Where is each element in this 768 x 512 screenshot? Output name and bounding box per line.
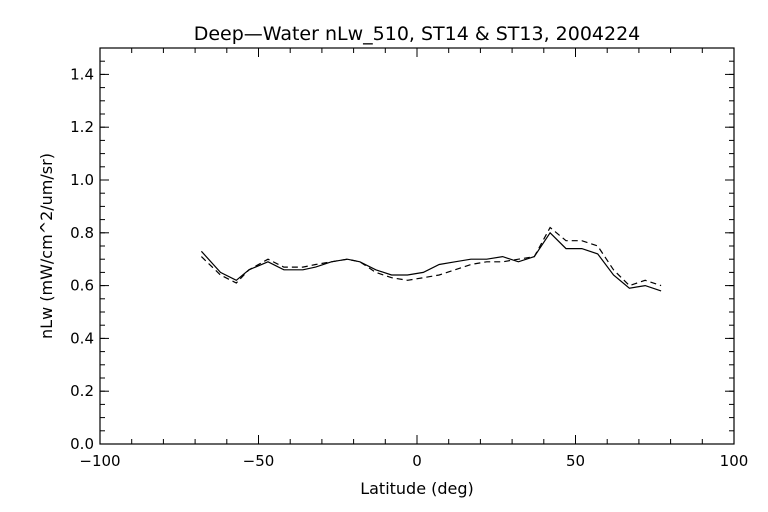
y-tick-label: 0.8	[70, 224, 94, 242]
x-axis: −100 −50 0 50 100	[79, 48, 748, 470]
series-layer	[200, 226, 662, 292]
x-tick-label: 0	[412, 452, 422, 470]
y-tick-label: 0.2	[70, 382, 94, 400]
x-axis-label: Latitude (deg)	[360, 479, 474, 498]
x-tick-label: 100	[720, 452, 749, 470]
y-tick-label: 0.0	[70, 435, 94, 453]
y-axis-label: nLw (mW/cm^2/um/sr)	[37, 153, 56, 339]
y-tick-label: 0.4	[70, 329, 94, 347]
y-tick-label: 0.6	[70, 277, 94, 295]
y-tick-label: 1.4	[70, 65, 94, 83]
x-tick-label: −100	[79, 452, 120, 470]
series-line-dashed	[200, 226, 662, 287]
x-tick-label: −50	[243, 452, 275, 470]
chart-title: Deep—Water nLw_510, ST14 & ST13, 2004224	[194, 23, 641, 45]
y-tick-label: 1.0	[70, 171, 94, 189]
series-line-solid	[200, 231, 662, 292]
y-tick-label: 1.2	[70, 118, 94, 136]
x-tick-label: 50	[566, 452, 585, 470]
plot-frame	[99, 47, 735, 445]
y-axis: 0.0 0.2 0.4 0.6 0.8 1.0 1.2 1.4	[70, 47, 734, 453]
